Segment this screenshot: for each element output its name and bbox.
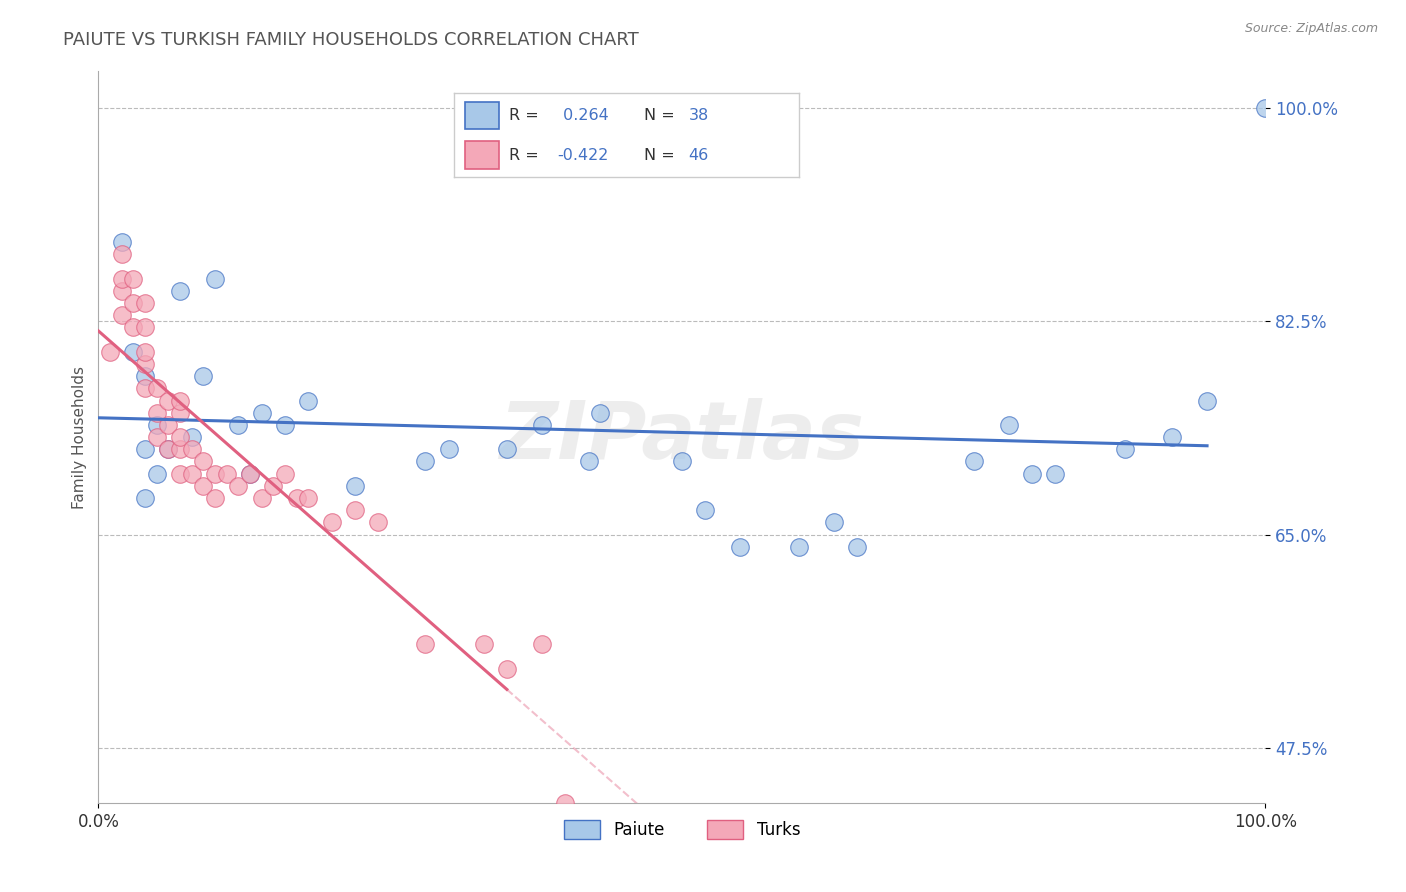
Point <box>180 442 202 457</box>
Point <box>530 637 553 651</box>
Text: ZIPatlas: ZIPatlas <box>499 398 865 476</box>
Point <box>578 454 600 468</box>
Point <box>169 406 191 420</box>
Point <box>169 284 191 298</box>
Point <box>530 417 553 432</box>
Point <box>122 344 145 359</box>
Point <box>169 467 191 481</box>
Text: Source: ZipAtlas.com: Source: ZipAtlas.com <box>1244 22 1378 36</box>
Point <box>122 296 145 310</box>
Point <box>169 442 191 457</box>
Point <box>111 308 134 322</box>
Point <box>146 406 169 420</box>
Point <box>695 503 717 517</box>
Legend: Paiute, Turks: Paiute, Turks <box>557 814 807 846</box>
Point <box>111 235 134 249</box>
Point <box>413 637 436 651</box>
Point <box>122 271 145 285</box>
Point <box>239 467 262 481</box>
Text: PAIUTE VS TURKISH FAMILY HOUSEHOLDS CORRELATION CHART: PAIUTE VS TURKISH FAMILY HOUSEHOLDS CORR… <box>63 31 638 49</box>
Point <box>157 442 180 457</box>
Point <box>146 381 169 395</box>
Point <box>111 271 134 285</box>
Point <box>1045 467 1067 481</box>
Y-axis label: Family Households: Family Households <box>72 366 87 508</box>
Point <box>157 442 180 457</box>
Point <box>204 491 226 505</box>
Point <box>1114 442 1136 457</box>
Point <box>146 417 169 432</box>
Point <box>962 454 984 468</box>
Point <box>344 503 367 517</box>
Point <box>204 271 226 285</box>
Point <box>321 516 343 530</box>
Point <box>157 393 180 408</box>
Point <box>846 540 869 554</box>
Point <box>250 406 273 420</box>
Point <box>554 796 576 810</box>
Point <box>228 479 250 493</box>
Point <box>134 442 156 457</box>
Point <box>413 454 436 468</box>
Point <box>134 491 156 505</box>
Point <box>204 467 226 481</box>
Point <box>262 479 284 493</box>
Point <box>146 430 169 444</box>
Point <box>496 442 519 457</box>
Point <box>193 479 215 493</box>
Point <box>297 491 319 505</box>
Point <box>228 417 250 432</box>
Point <box>1161 430 1184 444</box>
Point <box>134 357 156 371</box>
Point <box>169 393 191 408</box>
Point <box>787 540 810 554</box>
Point <box>344 479 367 493</box>
Point <box>250 491 273 505</box>
Point <box>1195 393 1218 408</box>
Point <box>180 467 202 481</box>
Point <box>180 430 202 444</box>
Point <box>367 516 389 530</box>
Point <box>823 516 845 530</box>
Point <box>169 430 191 444</box>
Point <box>215 467 238 481</box>
Point <box>193 454 215 468</box>
Point <box>134 320 156 334</box>
Point <box>285 491 308 505</box>
Point <box>437 442 460 457</box>
Point <box>134 381 156 395</box>
Point <box>589 406 612 420</box>
Point <box>134 369 156 384</box>
Point <box>297 393 319 408</box>
Point <box>134 344 156 359</box>
Point <box>671 454 693 468</box>
Point <box>1254 101 1277 115</box>
Point <box>496 662 519 676</box>
Point <box>1021 467 1043 481</box>
Point <box>274 417 297 432</box>
Point <box>122 320 145 334</box>
Point <box>997 417 1019 432</box>
Point <box>134 296 156 310</box>
Point <box>274 467 297 481</box>
Point <box>472 637 495 651</box>
Point <box>111 247 134 261</box>
Point <box>157 417 180 432</box>
Point <box>98 344 121 359</box>
Point <box>239 467 262 481</box>
Point <box>146 467 169 481</box>
Point <box>193 369 215 384</box>
Point <box>111 284 134 298</box>
Point <box>730 540 752 554</box>
